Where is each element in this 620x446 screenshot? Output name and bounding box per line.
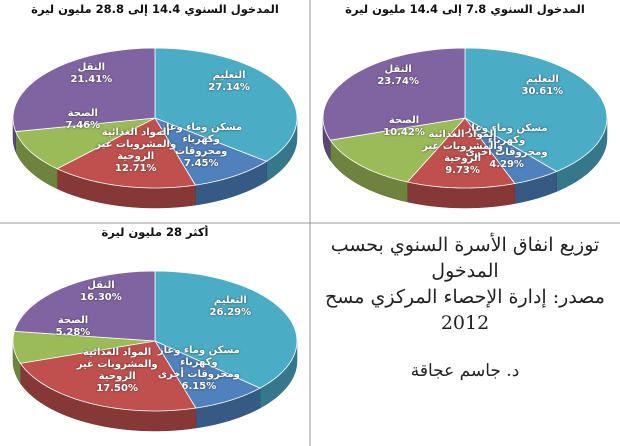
slice	[19, 340, 197, 412]
slice-label: التعليم	[525, 74, 559, 86]
title-box: المدخول السنوي 14.4 إلى 28.8 مليون ليرة	[31, 2, 279, 16]
pie-chart: المدخول السنوي 14.4 إلى 28.8 مليون ليرة ا…	[12, 2, 298, 209]
value-label: 4.29%	[489, 159, 524, 171]
chart-title: المدخول السنوي 7.8 إلى 14.4 مليون ليرة	[345, 2, 585, 16]
label-box: المواد الغذائية والمشروبات غير الروحية9.…	[422, 128, 503, 176]
slice	[15, 117, 156, 170]
slice-label: النقل	[77, 62, 106, 74]
value-label: 7.46%	[65, 119, 101, 131]
value-label: 12.71%	[114, 163, 157, 175]
slice-label: الصحة	[67, 107, 98, 119]
heading: توزيع انفاق الأسرة السنوي بحسب المدخول	[330, 234, 600, 282]
label-box: مسكن وماء وغاز وكهرباء ومحروقات أخرى4.29…	[465, 123, 548, 171]
chart-title: أكثر 28 مليون ليرة	[101, 225, 209, 239]
author: د. جاسم عجاقة	[410, 361, 520, 381]
slice	[464, 117, 558, 184]
value-label: 7.45%	[183, 157, 219, 169]
slice-label: مسكن وماء وغاز وكهرباء ومحروقات أخرى	[157, 345, 240, 381]
value-label: 9.73%	[445, 164, 480, 176]
slice-label: التعليم	[213, 294, 247, 306]
pie-chart: المدخول السنوي 7.8 إلى 14.4 مليون ليرة ال…	[322, 2, 608, 209]
slice	[13, 270, 156, 342]
slice	[154, 117, 268, 186]
slice	[322, 47, 466, 141]
title-box: المدخول السنوي 7.8 إلى 14.4 مليون ليرة	[345, 2, 585, 16]
value-label: 27.14%	[208, 82, 250, 94]
slice	[56, 117, 197, 189]
slice	[329, 117, 467, 183]
slice	[154, 270, 298, 389]
slice	[153, 340, 261, 409]
value-label: 21.41%	[70, 74, 113, 86]
label-box: مسكن وماء وغاز وكهرباء ومحروقات أخرى6.15…	[157, 345, 240, 393]
label-box: المواد الغذائية والمشروبات غير الروحية17…	[76, 347, 158, 395]
slice-label: المواد الغذائية والمشروبات غير الروحية	[422, 128, 503, 164]
slice-label: المواد الغذائية والمشروبات غير الروحية	[95, 127, 177, 163]
source: مصدر: إدارة الإحصاء المركزي مسح 2012	[325, 286, 605, 334]
slice	[464, 47, 608, 172]
value-label: 6.15%	[181, 381, 217, 393]
value-label: 16.30%	[80, 292, 122, 304]
slice-label: التعليم	[212, 70, 246, 82]
value-label: 5.28%	[55, 326, 91, 338]
slice	[12, 330, 156, 364]
slice-label: النقل	[384, 64, 412, 76]
slice-label: مسكن وماء وغاز وكهرباء ومحروقات أخرى	[465, 123, 548, 159]
slice	[154, 47, 298, 162]
value-label: 23.74%	[377, 76, 419, 88]
value-label: 10.42%	[383, 127, 425, 139]
slice	[406, 117, 516, 189]
notes: توزيع انفاق الأسرة السنوي بحسب المدخول م…	[322, 232, 608, 384]
chart-title: المدخول السنوي 14.4 إلى 28.8 مليون ليرة	[31, 2, 279, 16]
value-label: 26.29%	[209, 306, 252, 318]
label-box: المواد الغذائية والمشروبات غير الروحية12…	[95, 127, 177, 175]
slice-label: الصحة	[57, 314, 89, 326]
slice-label: مسكن وماء وغاز وكهرباء ومحروقات	[160, 121, 243, 157]
slice-label: المواد الغذائية والمشروبات غير الروحية	[76, 347, 158, 383]
slice-label: النقل	[87, 280, 115, 292]
slice-label: الصحة	[388, 115, 420, 127]
slice	[12, 47, 156, 133]
title-box: أكثر 28 مليون ليرة	[101, 225, 209, 239]
value-label: 17.50%	[96, 383, 138, 395]
value-label: 30.61%	[521, 86, 564, 98]
